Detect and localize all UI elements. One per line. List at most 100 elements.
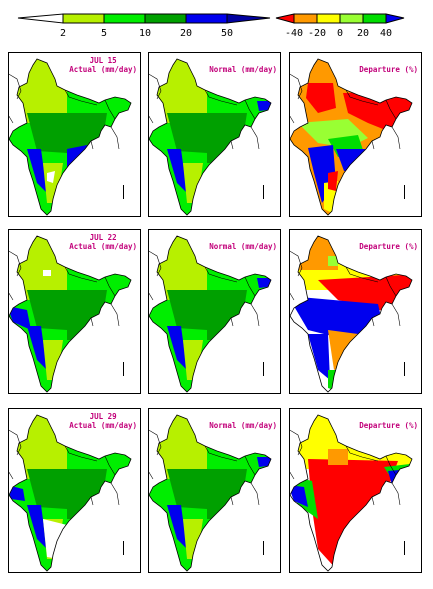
panel-kind: Actual (mm/day)	[69, 242, 137, 251]
country-border	[110, 482, 120, 506]
country-border	[204, 266, 238, 283]
rain-region	[308, 334, 330, 380]
rainfall-bin-gt50	[226, 13, 271, 24]
map-panel-departure-3: Departure (%)	[289, 408, 422, 573]
country-border	[64, 266, 98, 283]
country-border	[244, 99, 256, 120]
country-border	[9, 429, 22, 456]
country-border	[345, 89, 379, 106]
coastline	[149, 58, 272, 216]
country-border	[204, 445, 238, 462]
panel-title: Normal (mm/day)	[209, 412, 277, 430]
andaman-islands	[404, 362, 405, 376]
rain-region	[27, 113, 67, 153]
andaman-islands	[123, 185, 124, 199]
panel-kind: Normal (mm/day)	[209, 421, 277, 430]
country-border	[9, 471, 14, 480]
country-border	[9, 73, 22, 100]
andaman-islands	[404, 541, 405, 555]
country-border	[290, 471, 295, 480]
panel-title: JUL 29 Actual (mm/day)	[69, 412, 137, 430]
country-border	[345, 266, 379, 283]
rain-region	[43, 519, 67, 559]
country-border	[290, 292, 295, 301]
rain-region	[27, 469, 67, 509]
map-panel-actual-3: JUL 29 Actual (mm/day)	[8, 408, 141, 573]
panel-title: Normal (mm/day)	[209, 233, 277, 251]
country-border	[290, 73, 303, 100]
country-border	[9, 292, 14, 301]
country-border	[104, 276, 116, 297]
country-border	[385, 99, 397, 120]
country-border	[371, 140, 375, 150]
country-border	[230, 496, 234, 506]
rain-region	[167, 469, 207, 509]
panel-kind: Departure (%)	[359, 421, 418, 430]
rainfall-bin-lt2	[17, 13, 64, 24]
andaman-islands	[123, 541, 124, 555]
india-map	[9, 414, 132, 572]
country-border	[230, 317, 234, 327]
map-panel-normal-2: Normal (mm/day)	[148, 229, 281, 394]
country-border	[250, 126, 260, 150]
coastline	[149, 235, 272, 393]
rainfall-colorbar: 2 5 10 20 50	[17, 10, 274, 40]
andaman-islands	[263, 541, 264, 555]
country-border	[204, 89, 238, 106]
rain-region	[27, 326, 47, 370]
rain-region	[149, 236, 207, 300]
departure-tick: 0	[337, 28, 343, 39]
country-border	[290, 429, 303, 456]
andaman-islands	[123, 362, 124, 376]
departure-bin--20-0	[316, 13, 341, 24]
map-panel-departure-1: Departure (%)	[289, 52, 422, 217]
panel-title: Departure (%)	[359, 233, 418, 251]
coastline	[290, 235, 413, 393]
rainfall-bin-5-10	[103, 13, 146, 24]
country-border	[149, 292, 154, 301]
country-border	[149, 73, 162, 100]
panel-title: Departure (%)	[359, 412, 418, 430]
country-border	[391, 126, 401, 150]
country-border	[90, 496, 94, 506]
rain-region	[207, 469, 247, 519]
departure-tick: -40	[285, 28, 303, 39]
panel-title: JUL 22 Actual (mm/day)	[69, 233, 137, 251]
india-map	[149, 235, 272, 393]
country-border	[149, 429, 162, 456]
coastline	[9, 235, 132, 393]
country-border	[385, 276, 397, 297]
rain-region	[290, 485, 308, 507]
map-panel-normal-1: Normal (mm/day)	[148, 52, 281, 217]
country-border	[90, 140, 94, 150]
rainfall-tick: 10	[139, 28, 151, 39]
panel-date: JUL 15	[89, 56, 117, 65]
country-border	[250, 482, 260, 506]
country-border	[149, 471, 154, 480]
country-border	[371, 317, 375, 327]
rainfall-bin-2-5	[62, 13, 105, 24]
departure-bin-0-20	[339, 13, 364, 24]
country-border	[345, 445, 379, 462]
rain-region	[257, 278, 271, 288]
india-map	[290, 58, 413, 216]
panel-kind: Normal (mm/day)	[209, 242, 277, 251]
rainfall-bin-20-50	[185, 13, 228, 24]
rain-region	[27, 505, 47, 549]
rainfall-tick: 5	[101, 28, 107, 39]
rain-region	[207, 290, 247, 340]
map-panel-actual-2: JUL 22 Actual (mm/day)	[8, 229, 141, 394]
country-border	[64, 445, 98, 462]
departure-colorbar-svg: -40 -20 0 20 40	[275, 13, 405, 39]
andaman-islands	[404, 185, 405, 199]
india-map	[9, 235, 132, 393]
india-map	[149, 58, 272, 216]
map-panel-actual-1: JUL 15 Actual (mm/day)	[8, 52, 141, 217]
rain-region	[167, 113, 207, 153]
rain-region	[67, 145, 87, 173]
panel-kind: Normal (mm/day)	[209, 65, 277, 74]
rainfall-tick: 50	[221, 28, 233, 39]
coastline	[9, 58, 132, 216]
panel-kind: Actual (mm/day)	[69, 421, 137, 430]
country-border	[104, 455, 116, 476]
